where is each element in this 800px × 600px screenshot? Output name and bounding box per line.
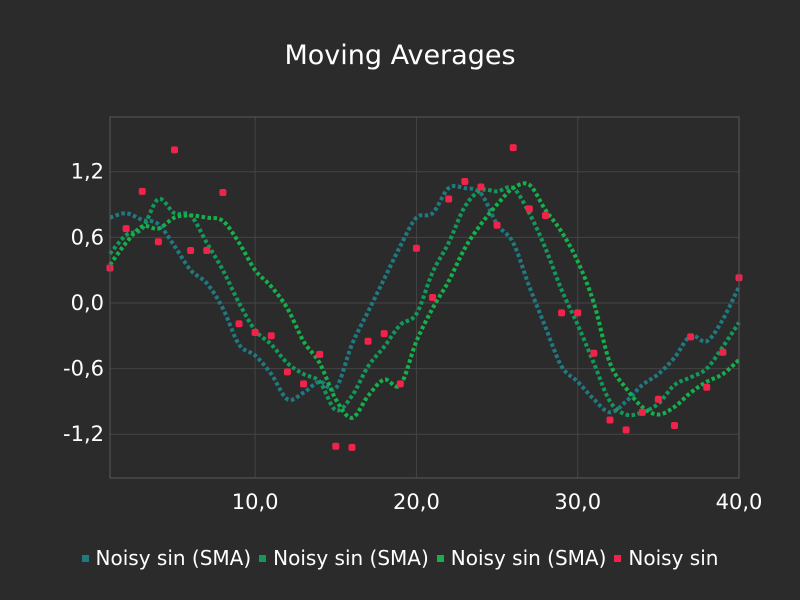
data-point	[493, 221, 501, 229]
data-point	[509, 144, 517, 152]
legend-label: Noisy sin (SMA)	[273, 546, 429, 570]
legend-label: Noisy sin (SMA)	[450, 546, 607, 570]
data-point	[396, 380, 404, 388]
data-point	[606, 416, 614, 424]
data-point	[638, 408, 646, 416]
plot-frame	[109, 116, 740, 479]
x-tick-label: 30,0	[554, 490, 601, 514]
data-point	[138, 187, 146, 195]
legend-item: Noisy sin (SMA)	[436, 546, 607, 570]
data-point	[590, 349, 598, 357]
data-point	[525, 205, 533, 213]
legend-label: Noisy sin	[628, 546, 719, 570]
data-point	[558, 309, 566, 317]
data-point	[429, 294, 437, 301]
y-tick-label: -1,2	[63, 422, 104, 446]
data-point	[154, 238, 162, 246]
legend: Noisy sin (SMA) Noisy sin (SMA) Noisy sin …	[0, 546, 800, 570]
data-point	[541, 211, 549, 219]
y-tick-label: -0,6	[63, 357, 104, 381]
data-point	[187, 246, 195, 254]
data-point	[219, 188, 227, 196]
data-point	[445, 195, 453, 203]
data-point	[122, 225, 130, 233]
data-point	[622, 426, 630, 434]
data-point	[235, 320, 243, 328]
data-point	[477, 183, 485, 191]
data-point	[670, 421, 678, 429]
y-tick-label: 0,6	[71, 225, 104, 249]
legend-item: Noisy sin (SMA)	[81, 546, 252, 570]
legend-swatch	[436, 554, 444, 562]
data-point	[703, 383, 711, 391]
y-tick-label: 1,2	[71, 160, 104, 184]
data-point	[461, 178, 469, 186]
series-3	[108, 181, 741, 420]
data-point	[687, 333, 695, 341]
data-point	[364, 337, 372, 345]
series-layer	[106, 144, 743, 451]
x-tick-label: 10,0	[232, 490, 279, 514]
series-1	[109, 184, 741, 415]
data-point	[251, 329, 259, 337]
grid	[110, 117, 740, 478]
series-line	[108, 185, 741, 418]
data-point	[412, 244, 420, 252]
series-line	[109, 184, 741, 415]
legend-swatch	[614, 554, 622, 562]
legend-label: Noisy sin (SMA)	[95, 546, 252, 570]
data-point	[654, 395, 662, 403]
legend-swatch	[259, 554, 267, 562]
legend-swatch	[81, 554, 89, 562]
chart-title: Moving Averages	[284, 40, 516, 71]
data-point	[171, 146, 179, 154]
series-2	[108, 185, 741, 418]
data-point	[283, 368, 291, 376]
data-point	[332, 442, 340, 450]
data-point	[316, 350, 324, 358]
data-point	[719, 348, 727, 356]
legend-item: Noisy sin	[614, 546, 718, 570]
data-point	[300, 380, 308, 388]
x-tick-label: 20,0	[393, 490, 440, 514]
data-point	[348, 443, 356, 451]
x-tick-label: 40,0	[716, 490, 763, 514]
y-tick-label: 0,0	[71, 291, 104, 315]
data-point	[203, 246, 211, 254]
data-point	[380, 330, 388, 338]
data-point	[267, 332, 275, 340]
legend-item: Noisy sin (SMA)	[259, 546, 429, 570]
series-line	[108, 181, 741, 420]
tick-labels: 10,0 20,0 30,0 40,0 1,2 0,6 0,0 -0,6 -1,2	[63, 160, 762, 514]
data-point	[574, 309, 582, 317]
